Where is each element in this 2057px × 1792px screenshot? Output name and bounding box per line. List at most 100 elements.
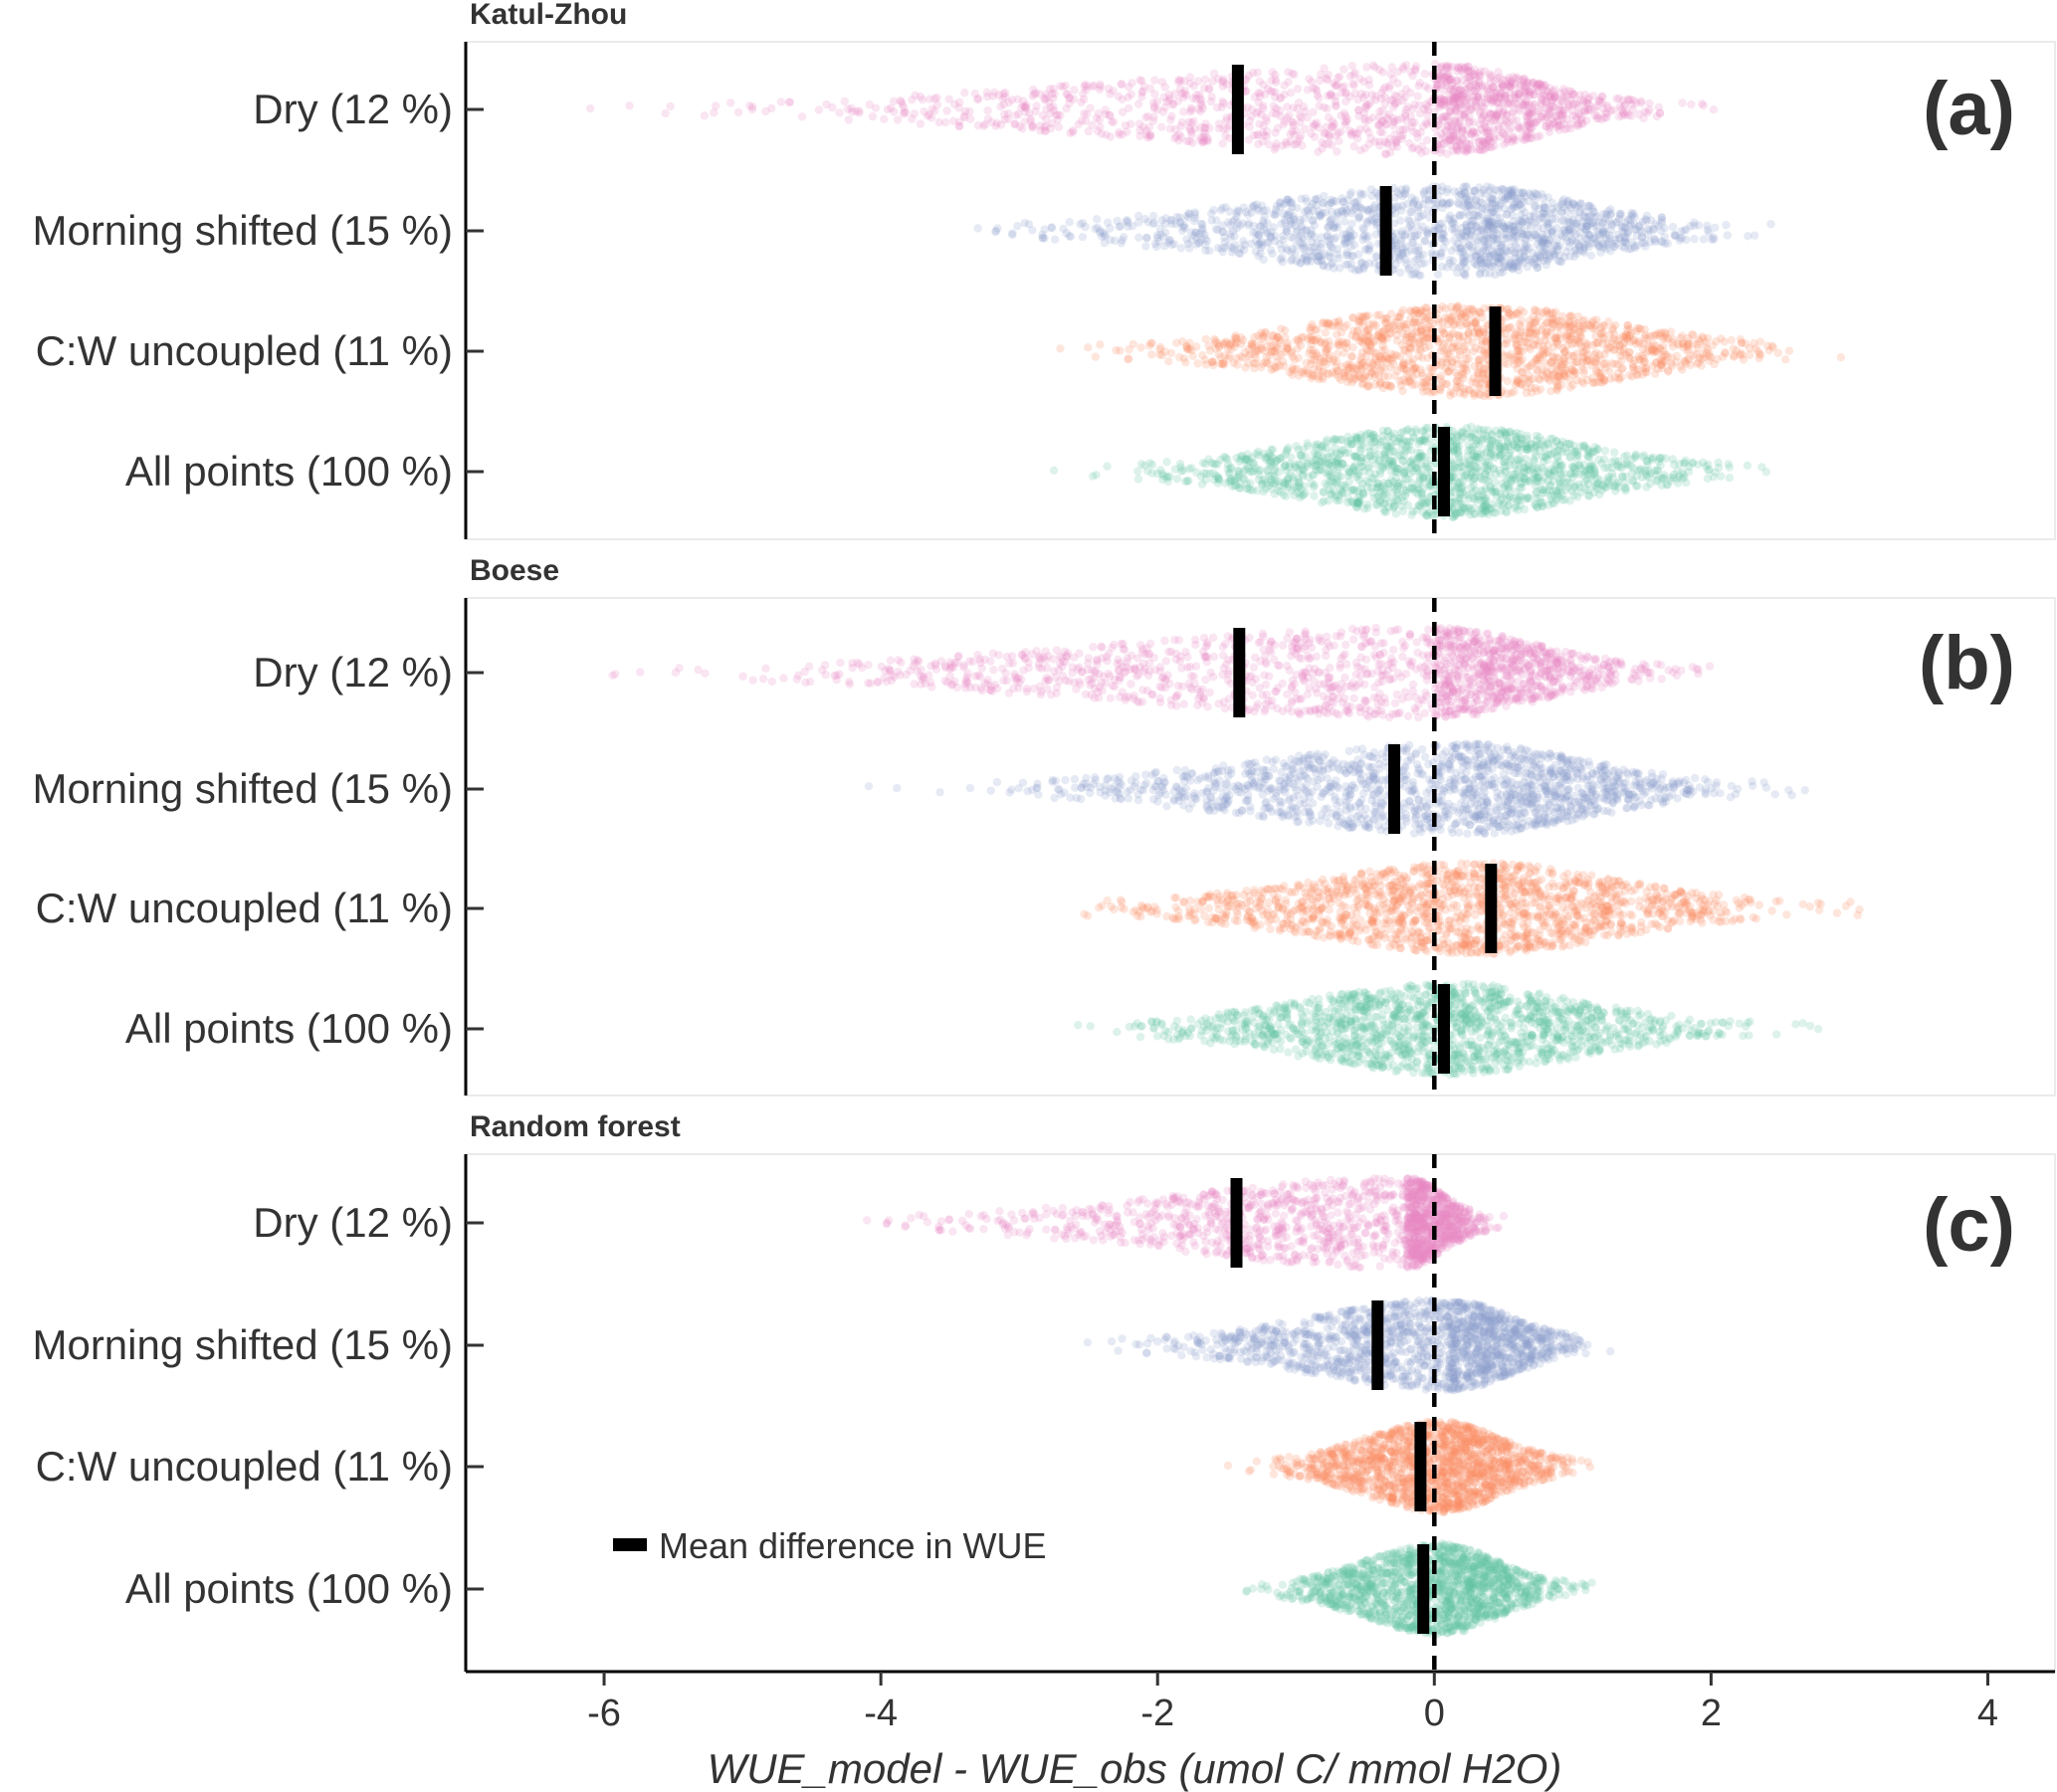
data-point xyxy=(1417,141,1427,151)
data-point xyxy=(1514,104,1524,113)
data-point xyxy=(868,111,878,121)
panel-title: Katul-Zhou xyxy=(470,0,627,31)
data-point xyxy=(1480,303,1489,313)
data-point xyxy=(1214,75,1223,84)
data-point xyxy=(1309,107,1318,116)
data-point xyxy=(1095,228,1105,237)
data-point xyxy=(586,103,595,113)
data-point xyxy=(1315,252,1324,262)
data-point xyxy=(1687,100,1696,109)
data-point xyxy=(1022,100,1031,109)
data-point xyxy=(710,108,719,117)
data-point xyxy=(991,227,1000,237)
data-point xyxy=(1135,125,1144,135)
data-point xyxy=(1471,97,1480,105)
data-point xyxy=(926,95,934,103)
data-point xyxy=(1553,316,1562,325)
data-point xyxy=(1521,83,1531,92)
data-point xyxy=(1134,233,1143,242)
data-point xyxy=(1390,100,1400,109)
data-point xyxy=(1544,127,1554,136)
data-point xyxy=(1482,116,1491,126)
data-point xyxy=(1762,341,1772,350)
data-point xyxy=(1127,90,1135,100)
data-point xyxy=(1240,240,1249,250)
data-point xyxy=(1564,375,1574,385)
data-point xyxy=(1380,149,1390,158)
data-point xyxy=(1360,114,1369,123)
data-point xyxy=(1089,81,1099,91)
data-point xyxy=(1648,331,1658,340)
data-point xyxy=(1519,135,1529,145)
data-point xyxy=(745,101,754,110)
data-point xyxy=(1201,334,1210,344)
data-point xyxy=(1515,89,1525,99)
data-point xyxy=(1486,78,1496,88)
data-point xyxy=(1190,217,1199,226)
data-point xyxy=(1148,219,1157,229)
data-point xyxy=(1065,94,1074,102)
data-point xyxy=(1356,204,1365,213)
data-point xyxy=(1248,68,1258,78)
data-point xyxy=(1441,379,1450,389)
data-point xyxy=(1474,96,1484,104)
data-point xyxy=(1559,226,1568,235)
data-point xyxy=(1533,81,1542,90)
data-point xyxy=(1365,99,1375,107)
data-point xyxy=(1578,347,1587,356)
data-point xyxy=(966,114,975,123)
data-point xyxy=(1678,331,1687,340)
data-point xyxy=(1423,102,1432,111)
data-point xyxy=(1550,91,1559,100)
data-point xyxy=(1580,323,1589,333)
data-point xyxy=(1285,368,1295,377)
data-point xyxy=(1199,136,1208,145)
data-point xyxy=(1662,333,1671,343)
data-point xyxy=(1194,104,1203,114)
data-point xyxy=(1383,140,1392,149)
data-point xyxy=(1509,115,1518,125)
data-point xyxy=(1538,234,1546,243)
data-point xyxy=(1088,83,1098,92)
data-point xyxy=(1395,255,1404,265)
data-point xyxy=(1622,332,1631,341)
data-point xyxy=(1686,222,1695,231)
data-point xyxy=(1480,391,1489,401)
data-point xyxy=(1547,96,1557,105)
data-point xyxy=(974,95,983,103)
data-point xyxy=(916,119,926,128)
data-point xyxy=(1315,101,1324,110)
data-point xyxy=(999,100,1008,109)
data-point xyxy=(1209,69,1219,79)
data-point xyxy=(1346,352,1356,361)
data-point xyxy=(1000,89,1010,98)
data-point xyxy=(1452,106,1461,116)
data-point xyxy=(725,99,735,107)
data-point xyxy=(1000,92,1010,101)
data-point xyxy=(990,88,999,98)
data-point xyxy=(1606,106,1616,115)
data-point xyxy=(987,117,996,127)
data-point xyxy=(918,95,927,104)
data-point xyxy=(1036,126,1045,135)
data-point xyxy=(1303,205,1312,214)
data-point xyxy=(1528,102,1537,112)
data-point xyxy=(1448,125,1458,135)
data-point xyxy=(1450,94,1459,103)
data-point xyxy=(1280,325,1290,335)
data-point xyxy=(1569,100,1578,108)
data-point xyxy=(1547,102,1557,111)
data-point xyxy=(1488,96,1498,104)
data-point xyxy=(1499,107,1508,116)
data-point xyxy=(1324,112,1334,122)
data-point xyxy=(1398,201,1407,211)
data-point xyxy=(1554,105,1564,115)
data-point xyxy=(1625,324,1634,333)
data-point xyxy=(1084,343,1093,352)
data-point xyxy=(1187,130,1196,139)
data-point xyxy=(1323,103,1332,113)
data-point xyxy=(930,106,939,115)
data-point xyxy=(1271,128,1280,137)
panel-1: Katul-Zhou(a)Dry (12 %)Morning shifted (… xyxy=(32,0,2056,540)
data-point xyxy=(1284,78,1293,87)
